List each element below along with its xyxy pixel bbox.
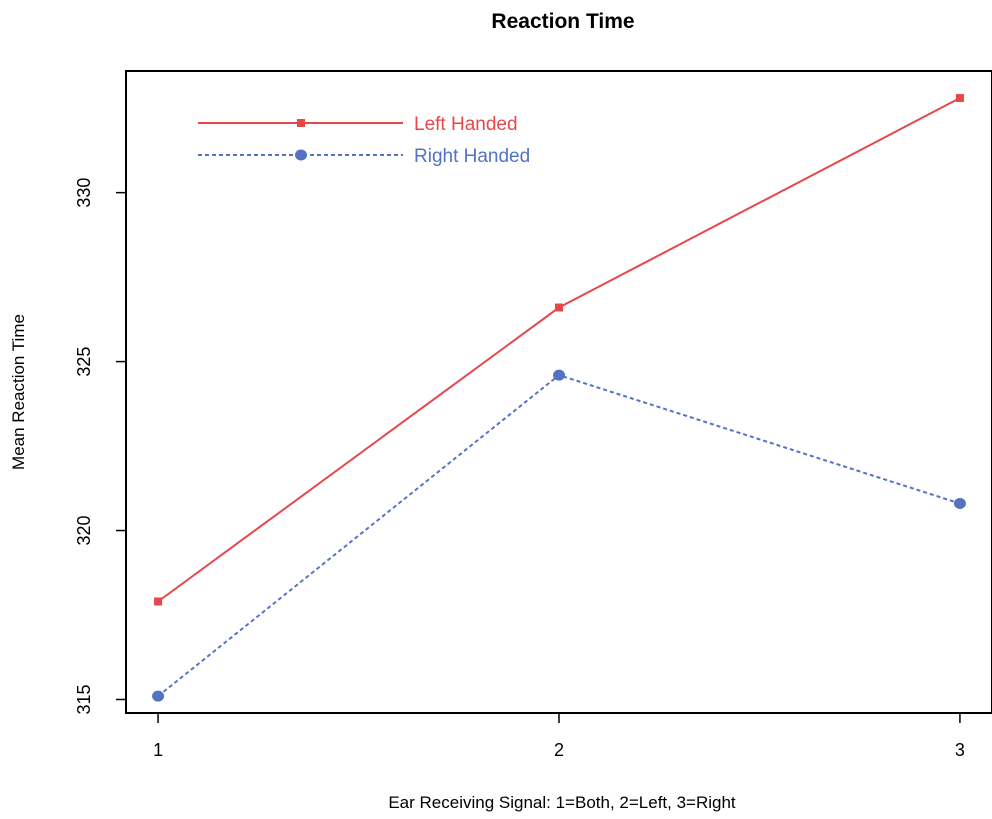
series-1-point-2 [953,498,966,510]
chart-title: Reaction Time [491,10,634,33]
y-tick-label-330: 330 [74,178,94,208]
y-axis-label: Mean Reaction Time [9,314,28,470]
y-tick-label-325: 325 [74,347,94,377]
series-line-0 [157,97,961,603]
y-tick-label-315: 315 [74,684,94,714]
x-tick-label-1: 1 [153,740,163,760]
series-line-1 [157,373,961,697]
series-0-point-1 [555,303,563,312]
y-tick-label-320: 320 [74,516,94,546]
legend-label-1: Right Handed [414,146,530,167]
legend-marker-1 [295,149,307,161]
x-tick-label-3: 3 [955,740,965,760]
legend: Left Handed Right Handed [198,114,530,167]
series-0-point-2 [955,94,964,103]
x-tick-label-2: 2 [554,740,564,760]
legend-marker-0 [297,119,305,127]
plot-frame [125,70,992,714]
axes: 1 2 3 315 320 325 330 [74,178,965,760]
series-layer [152,94,966,702]
legend-label-0: Left Handed [414,114,518,135]
x-axis-label: Ear Receiving Signal: 1=Both, 2=Left, 3=… [388,793,736,812]
series-1-point-1 [553,369,565,381]
series-1-point-0 [152,690,165,702]
series-0-point-0 [154,597,163,606]
